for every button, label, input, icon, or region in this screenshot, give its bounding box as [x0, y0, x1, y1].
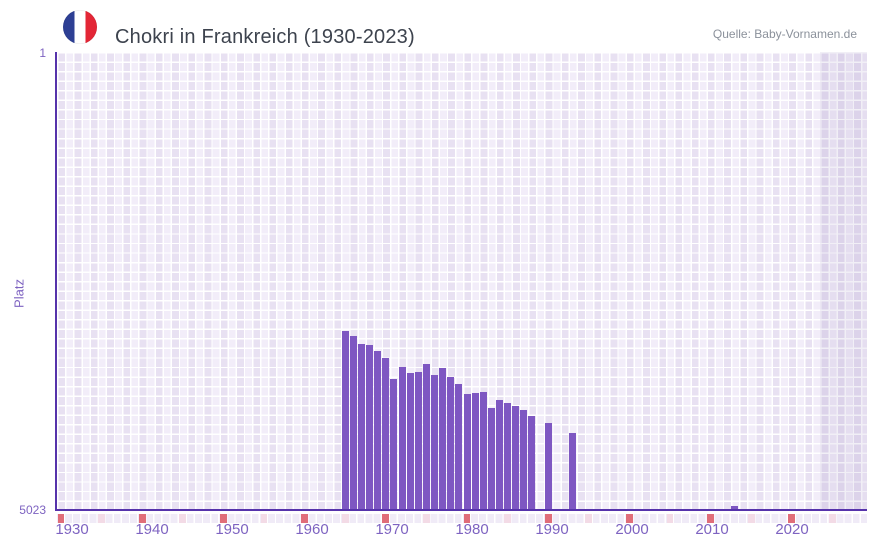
bar-1982[interactable] — [479, 392, 487, 510]
bar-1984[interactable] — [495, 399, 503, 510]
bar-1968[interactable] — [366, 345, 374, 510]
half-decade-marker-2025 — [828, 514, 836, 523]
half-decade-marker-2015 — [747, 514, 755, 523]
bar-1985[interactable] — [504, 403, 512, 510]
half-decade-marker-1955 — [260, 514, 268, 523]
bar-1981[interactable] — [471, 392, 479, 510]
decade-marker-2000 — [625, 514, 633, 523]
plot-area[interactable] — [57, 52, 867, 510]
y-axis-title: Platz — [11, 279, 27, 308]
half-decade-marker-1975 — [422, 514, 430, 523]
bar-1976[interactable] — [431, 374, 439, 510]
half-decade-marker-1995 — [585, 514, 593, 523]
x-axis-line — [55, 509, 867, 512]
no-data-band — [820, 52, 867, 510]
decade-marker-1940 — [138, 514, 146, 523]
bar-1977[interactable] — [439, 368, 447, 510]
x-tick-2020: 2020 — [775, 521, 809, 538]
x-tick-1930: 1930 — [55, 521, 89, 538]
bar-1986[interactable] — [512, 405, 520, 510]
decade-marker-1930 — [57, 514, 65, 523]
decade-marker-1970 — [382, 514, 390, 523]
half-decade-marker-1985 — [504, 514, 511, 523]
bar-1980[interactable] — [463, 394, 471, 510]
x-tick-1960: 1960 — [295, 521, 329, 538]
x-tick-1970: 1970 — [375, 521, 409, 538]
decade-marker-1950 — [219, 514, 227, 523]
bar-1973[interactable] — [406, 372, 414, 510]
half-decade-marker-2005 — [666, 514, 674, 523]
bar-1978[interactable] — [447, 377, 455, 510]
bar-1975[interactable] — [422, 363, 430, 510]
y-axis-line — [55, 52, 57, 511]
decade-marker-2020 — [788, 514, 796, 523]
bar-1967[interactable] — [357, 343, 365, 510]
bar-1979[interactable] — [455, 383, 463, 510]
bar-1966[interactable] — [349, 336, 357, 510]
half-decade-marker-1935 — [98, 514, 105, 523]
bar-1990[interactable] — [544, 422, 552, 510]
x-tick-1980: 1980 — [455, 521, 489, 538]
bar-1971[interactable] — [390, 378, 398, 510]
bar-1974[interactable] — [414, 372, 422, 510]
decade-marker-1960 — [301, 514, 308, 523]
y-tick-bottom: 5023 — [19, 503, 46, 517]
y-tick-top: 1 — [39, 46, 46, 60]
bar-1988[interactable] — [528, 416, 536, 510]
bar-1969[interactable] — [374, 351, 382, 510]
x-tick-1950: 1950 — [215, 521, 249, 538]
half-decade-marker-1965 — [341, 514, 349, 523]
x-tick-1990: 1990 — [535, 521, 569, 538]
bar-1983[interactable] — [487, 408, 495, 510]
year-marker-strip — [57, 514, 867, 523]
half-decade-marker-1945 — [179, 514, 187, 523]
decade-marker-1990 — [544, 514, 552, 523]
x-tick-1940: 1940 — [135, 521, 169, 538]
chart-title: Chokri in Frankreich (1930-2023) — [115, 26, 415, 49]
bar-1965[interactable] — [341, 331, 349, 510]
x-tick-2000: 2000 — [615, 521, 649, 538]
source-credit: Quelle: Baby-Vornamen.de — [712, 27, 857, 41]
bar-1970[interactable] — [382, 358, 390, 510]
bar-1993[interactable] — [569, 432, 577, 510]
decade-marker-1980 — [463, 514, 471, 523]
decade-marker-2010 — [707, 514, 714, 523]
bar-1987[interactable] — [520, 409, 528, 510]
bar-2013[interactable] — [731, 506, 739, 510]
france-flag-icon — [63, 10, 97, 44]
bar-1972[interactable] — [398, 367, 406, 510]
x-tick-2010: 2010 — [695, 521, 729, 538]
